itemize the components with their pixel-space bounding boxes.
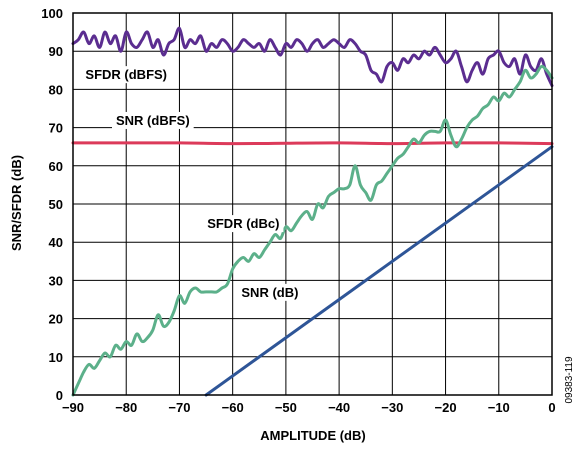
x-tick-label: −20 bbox=[435, 400, 457, 415]
series-annotations: SFDR (dBFS) SNR (dBFS) SFDR (dBc) SNR (dB) bbox=[81, 66, 303, 301]
annotation-background bbox=[203, 215, 284, 233]
x-tick-label: −50 bbox=[275, 400, 297, 415]
y-tick-labels: 0 10 20 30 40 50 60 70 80 90 100 bbox=[41, 6, 63, 403]
y-tick-label: 0 bbox=[56, 388, 63, 403]
series-line-snr-db bbox=[204, 145, 554, 397]
x-axis-title: AMPLITUDE (dB) bbox=[260, 428, 365, 443]
x-tick-label: −10 bbox=[488, 400, 510, 415]
x-tick-label: −90 bbox=[62, 400, 84, 415]
series-line-sfdr-dbfs bbox=[71, 26, 554, 88]
y-tick-label: 50 bbox=[49, 197, 63, 212]
y-tick-label: 90 bbox=[49, 44, 63, 59]
x-tick-labels: −90 −80 −70 −60 −50 −40 −30 −20 −10 0 bbox=[62, 400, 556, 415]
y-tick-label: 40 bbox=[49, 235, 63, 250]
series-line-snr-dbfs bbox=[71, 141, 554, 146]
y-tick-label: 100 bbox=[41, 6, 63, 21]
y-tick-label: 20 bbox=[49, 312, 63, 327]
series-annotation-sfdr-dbfs: SFDR (dBFS) bbox=[85, 67, 167, 82]
series-line-sfdr-dbc bbox=[71, 64, 554, 397]
x-tick-label: −60 bbox=[222, 400, 244, 415]
x-tick-label: −40 bbox=[328, 400, 350, 415]
figure-id: 09383-119 bbox=[564, 356, 575, 404]
x-tick-label: 0 bbox=[548, 400, 555, 415]
series-annotation-snr-db: SNR (dB) bbox=[241, 285, 298, 300]
y-tick-label: 60 bbox=[49, 159, 63, 174]
y-axis-title: SNR/SFDR (dB) bbox=[9, 155, 24, 251]
series-annotation-snr-dbfs: SNR (dBFS) bbox=[116, 113, 190, 128]
y-tick-label: 30 bbox=[49, 273, 63, 288]
annotation-background bbox=[237, 283, 303, 301]
annotation-background bbox=[81, 66, 172, 84]
x-tick-label: −70 bbox=[168, 400, 190, 415]
series-group bbox=[71, 26, 554, 397]
x-tick-label: −80 bbox=[115, 400, 137, 415]
y-tick-label: 80 bbox=[49, 82, 63, 97]
y-tick-label: 10 bbox=[49, 350, 63, 365]
x-tick-label: −30 bbox=[381, 400, 403, 415]
plot-frame bbox=[72, 12, 553, 396]
annotation-background bbox=[111, 111, 194, 129]
series-annotation-sfdr-dbc: SFDR (dBc) bbox=[207, 216, 279, 231]
y-tick-label: 70 bbox=[49, 121, 63, 136]
